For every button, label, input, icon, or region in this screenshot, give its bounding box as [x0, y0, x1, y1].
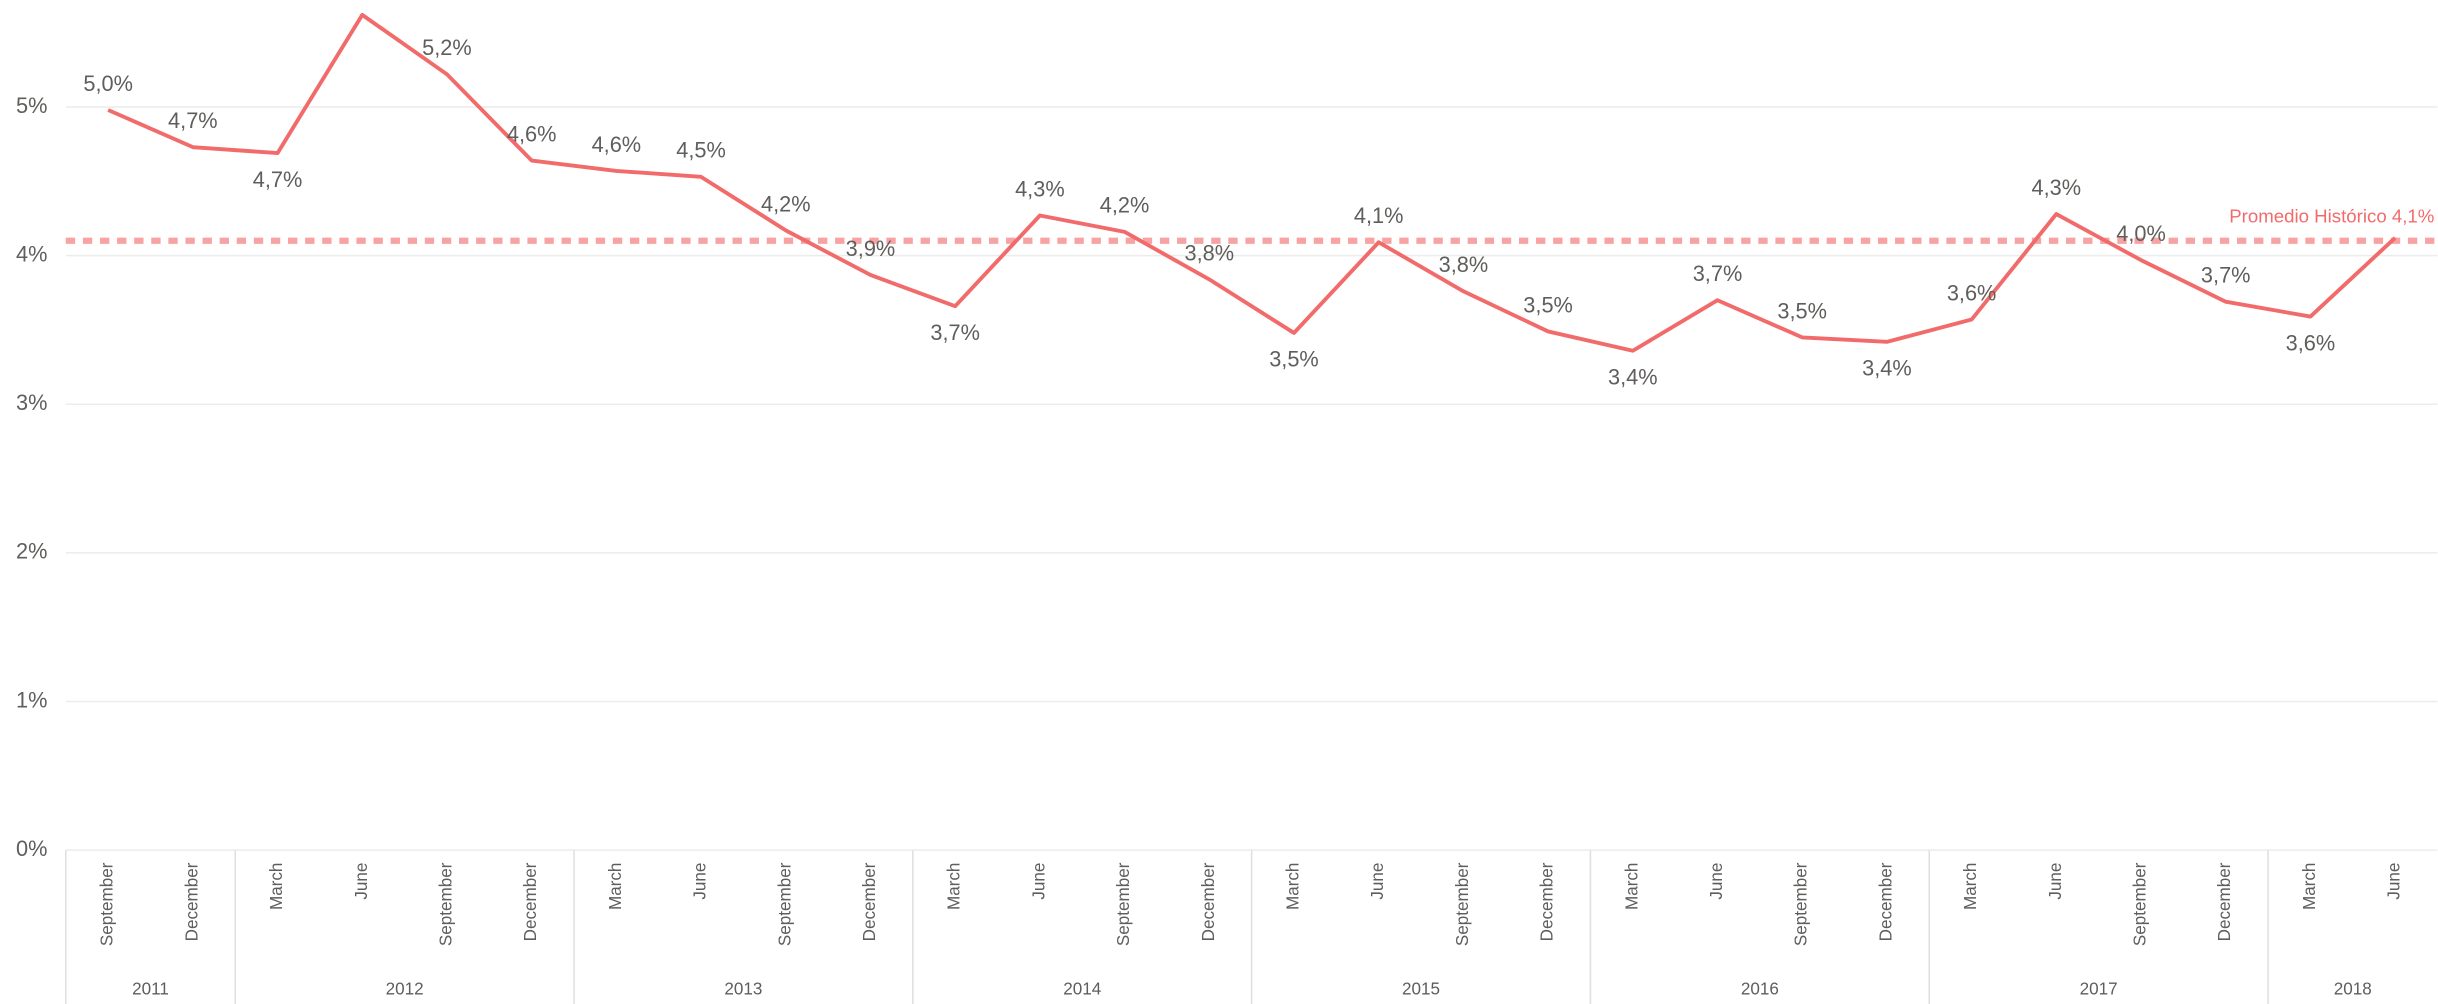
data-label: 3,6%	[1947, 280, 1997, 305]
year-label: 2018	[2334, 980, 2372, 999]
x-tick-label: March	[945, 863, 964, 910]
year-label: 2011	[132, 980, 169, 999]
data-label: 5,2%	[422, 35, 472, 60]
year-label: 2015	[1402, 980, 1440, 999]
x-tick-label: June	[1368, 863, 1387, 900]
data-label: 4,3%	[2032, 175, 2082, 200]
data-label: 3,4%	[1608, 364, 1658, 389]
data-label: 3,8%	[1184, 240, 1234, 265]
data-label: 4,6%	[592, 132, 642, 157]
data-label: 4,2%	[1100, 193, 1150, 218]
x-tick-label: September	[1792, 862, 1811, 946]
year-label: 2012	[386, 980, 424, 999]
data-label: 3,7%	[930, 320, 980, 345]
data-label: 3,9%	[846, 236, 896, 261]
x-tick-label: March	[1622, 863, 1641, 910]
data-label: 4,7%	[168, 108, 218, 133]
x-tick-label: June	[2046, 863, 2065, 900]
data-label: 3,5%	[1777, 298, 1827, 323]
data-label: 3,6%	[2286, 330, 2336, 355]
x-tick-label: September	[1453, 862, 1472, 946]
data-label: 5,0%	[83, 71, 133, 96]
data-label: 3,8%	[1439, 252, 1489, 277]
y-tick-label: 5%	[16, 93, 47, 118]
data-label: 4,2%	[761, 191, 811, 216]
x-tick-label: March	[606, 863, 625, 910]
x-tick-label: June	[2385, 863, 2404, 900]
year-label: 2016	[1741, 980, 1779, 999]
x-tick-label: December	[2215, 862, 2234, 941]
x-tick-label: March	[1961, 863, 1980, 910]
y-tick-label: 1%	[16, 687, 47, 712]
y-tick-label: 0%	[16, 836, 47, 861]
x-tick-label: June	[352, 863, 371, 900]
data-label: 4,6%	[507, 121, 557, 146]
year-label: 2013	[724, 980, 762, 999]
x-tick-label: June	[691, 863, 710, 900]
data-label: 3,7%	[2201, 263, 2251, 288]
year-label: 2017	[2080, 980, 2118, 999]
x-tick-label: March	[267, 863, 286, 910]
data-label: 5,6%	[337, 0, 387, 1]
x-tick-label: June	[1707, 863, 1726, 900]
year-label: 2014	[1063, 980, 1101, 999]
x-tick-label: June	[1029, 863, 1048, 900]
x-tick-label: December	[182, 862, 201, 941]
data-label: 3,5%	[1269, 347, 1319, 372]
reference-label: Promedio Histórico 4,1%	[2229, 205, 2434, 226]
x-tick-label: March	[2300, 863, 2319, 910]
data-label: 3,7%	[1693, 261, 1743, 286]
x-tick-label: September	[775, 862, 794, 946]
x-tick-label: September	[436, 862, 455, 946]
x-tick-label: September	[2131, 862, 2150, 946]
data-label: 4,0%	[2116, 221, 2166, 246]
y-tick-label: 4%	[16, 241, 47, 266]
x-tick-label: March	[1284, 863, 1303, 910]
data-label: 4,3%	[1015, 176, 1065, 201]
x-tick-label: December	[1876, 862, 1895, 941]
y-tick-label: 3%	[16, 390, 47, 415]
x-tick-label: September	[1114, 862, 1133, 946]
series-line	[107, 12, 2397, 353]
x-tick-label: December	[860, 862, 879, 941]
data-label: 3,4%	[1862, 356, 1912, 381]
x-tick-label: December	[1538, 862, 1557, 941]
x-tick-label: December	[521, 862, 540, 941]
y-tick-label: 2%	[16, 539, 47, 564]
data-label: 3,5%	[1523, 292, 1573, 317]
data-label: 4,1%	[1354, 203, 1404, 228]
x-tick-label: December	[1199, 862, 1218, 941]
data-label: 4,7%	[253, 167, 303, 192]
data-label: 4,5%	[676, 138, 726, 163]
x-tick-label: September	[98, 862, 117, 946]
